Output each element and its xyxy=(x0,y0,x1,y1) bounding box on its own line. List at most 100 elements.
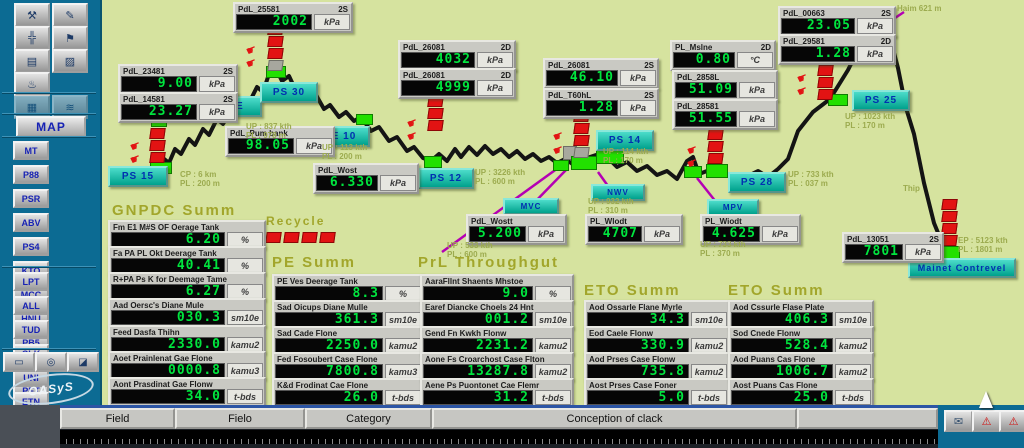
summary-row-value: 13287.8 xyxy=(423,364,533,379)
alarm-warning-icon[interactable]: ⚠ xyxy=(972,410,1001,432)
summary-row-label: Aod Prses Case Flonw xyxy=(589,355,676,364)
summary-row-label: Feed Dasfa Thihn xyxy=(113,328,180,337)
mainet-contrevel-button[interactable]: Mainet Contrevel xyxy=(908,258,1016,278)
sidebar-nav-button[interactable]: MT xyxy=(13,141,49,160)
map-button[interactable]: MAP xyxy=(16,116,86,137)
summary-row-value: 2250.0 xyxy=(275,338,383,353)
summary-row-unit: kamu2 xyxy=(691,338,727,353)
panel-title: PrL Throughgut xyxy=(418,254,560,271)
station-ps-30[interactable]: PS 30 xyxy=(260,82,318,103)
panel-icon[interactable]: ▤ xyxy=(14,49,50,73)
databox-tag-name: PdL_14581 xyxy=(123,95,165,104)
station-label: Mainet Contrevel xyxy=(917,263,1007,273)
hand-eject-icon: ☛ xyxy=(550,141,566,159)
databox-unit: kPa xyxy=(296,138,332,154)
databox-value: 9.00 xyxy=(121,76,197,92)
profile-annotation: UP : 3226 kth PL : 600 m xyxy=(475,168,525,186)
summary-row-unit: kamu3 xyxy=(385,364,421,379)
pen-icon[interactable]: ✎ xyxy=(52,3,88,27)
databox-tag-name: PdL_25581 xyxy=(238,5,280,14)
sidebar-nav-button[interactable]: PS4 xyxy=(13,237,49,256)
station-ps-15[interactable]: PS 15 xyxy=(108,166,168,187)
summary-row-label: Aene Ps Puontonet Cae Flemr xyxy=(425,381,540,390)
databox-unit: kPa xyxy=(739,111,775,127)
taskbar-category-button[interactable]: Category xyxy=(305,408,432,429)
flag-icon[interactable]: ⚑ xyxy=(52,26,88,50)
databox-value: 6.330 xyxy=(316,175,378,191)
databox-value: 98.05 xyxy=(228,138,294,154)
summary-row-unit: % xyxy=(385,286,421,301)
cable-icon[interactable]: ▭ xyxy=(3,352,35,372)
taskbar-conception-button[interactable]: Conception of clack xyxy=(432,408,797,429)
ramp-icon[interactable]: ▨ xyxy=(52,49,88,73)
tools-icon[interactable]: ⚒ xyxy=(14,3,50,27)
databox-value: 4999 xyxy=(401,80,475,96)
databox-unit: kPa xyxy=(644,226,680,242)
mouse-cursor xyxy=(979,391,993,408)
summary-row-value: 735.8 xyxy=(587,364,689,379)
alarm-warning-icon[interactable]: ⚠ xyxy=(999,410,1024,432)
databox-value: 46.10 xyxy=(546,70,618,86)
sidebar-nav-button[interactable]: ABV xyxy=(13,213,49,232)
databox-qualifier: 2D xyxy=(880,37,891,46)
toolbar-glyph: ✎ xyxy=(65,9,75,22)
annotation-line-1: CP : 6 km xyxy=(180,170,217,179)
alarm-block-icon xyxy=(573,123,590,134)
alarm-block-icon xyxy=(149,128,166,139)
databox-label: PdL_25581 2S xyxy=(236,5,350,14)
summary-row-value: 34.3 xyxy=(587,312,689,327)
station-ps-14[interactable]: PS 14 xyxy=(596,130,654,151)
annotation-line-2: PL : 1801 m xyxy=(958,245,1003,254)
databox-pdl-23481: PdL_23481 2S 9.00 kPa xyxy=(118,64,238,95)
sidebar-nav-button[interactable]: ALL xyxy=(13,296,49,315)
display-icon[interactable]: ◪ xyxy=(67,352,99,372)
timeline-ruler[interactable] xyxy=(60,430,938,444)
mail-icon[interactable]: ✉ xyxy=(944,410,973,432)
sidebar-nav-button[interactable]: LPT xyxy=(13,272,49,291)
summary-row-label: Earef Diancke Choels 24 Hnt xyxy=(425,303,534,312)
summary-row: Fa PA PL Okt Deerage Tank 40.41 % xyxy=(108,246,266,276)
databox-value: 5.200 xyxy=(469,226,526,242)
taskbar-field-button[interactable]: Field xyxy=(60,408,175,429)
databox-unit: kPa xyxy=(857,46,893,62)
station-label: MPV xyxy=(722,203,744,212)
pipes-icon[interactable]: ╬ xyxy=(14,26,50,50)
valve-nwv[interactable]: NWV xyxy=(591,184,645,201)
panel-title: Recycle xyxy=(266,214,326,228)
annotation-line-1: UP : 3226 kth xyxy=(475,168,526,177)
summary-row-label: AaraFllnt Shaents Mhstoe xyxy=(425,277,524,286)
station-ps-28[interactable]: PS 28 xyxy=(728,172,786,193)
databox-unit: kPa xyxy=(620,70,656,86)
profile-annotation: UP : 1023 kth PL : 170 m xyxy=(845,112,895,130)
annotation-line-1: UP : 533 kth xyxy=(447,241,493,250)
toolbar-glyph: ⚒ xyxy=(27,9,37,22)
summary-row-label: Aost Prses Case Foner xyxy=(589,381,677,390)
summary-row-value: 8.3 xyxy=(275,286,383,301)
station-ps-25[interactable]: PS 25 xyxy=(852,90,910,111)
taskbar-blank-segment[interactable] xyxy=(797,408,938,429)
valve-mvc[interactable]: MVC xyxy=(503,198,559,215)
hand-eject-icon: ☛ xyxy=(127,150,143,168)
panel-title: ETO Summ xyxy=(728,282,825,299)
pipeline-profile-view: ☛ ☛ ☛ ☛ ☛ ☛ xyxy=(108,2,1016,408)
sidebar-nav-button[interactable]: PSR xyxy=(13,189,49,208)
summary-row: Sad Cade Flone 2250.0 kamu2 xyxy=(272,326,424,356)
annotation-line-1: UP : 837 kth xyxy=(246,122,292,131)
taskbar-fielo-button[interactable]: Fielo xyxy=(175,408,305,429)
key-icon[interactable]: ◎ xyxy=(35,352,67,372)
taskbar-glyph: ⚠ xyxy=(981,415,992,428)
databox-label: PdL_26081 2S xyxy=(546,61,656,70)
station-ps-12[interactable]: PS 12 xyxy=(418,168,474,189)
alarm-block-icon xyxy=(427,120,444,131)
sidebar-nav-button[interactable]: TUD xyxy=(13,320,49,339)
databox-unit: kPa xyxy=(199,104,235,120)
alarm-block-icon xyxy=(941,199,958,210)
summary-row: Sod Cnede Flonw 528.4 kamu2 xyxy=(728,326,874,356)
databox-unit: kPa xyxy=(380,175,416,191)
summary-row-value: 31.2 xyxy=(423,390,533,405)
summary-row-unit: t-bds xyxy=(835,390,871,405)
summary-row-value: 5.0 xyxy=(587,390,689,405)
sidebar-nav-button[interactable]: P88 xyxy=(13,165,49,184)
station-label: PS 30 xyxy=(272,87,306,98)
